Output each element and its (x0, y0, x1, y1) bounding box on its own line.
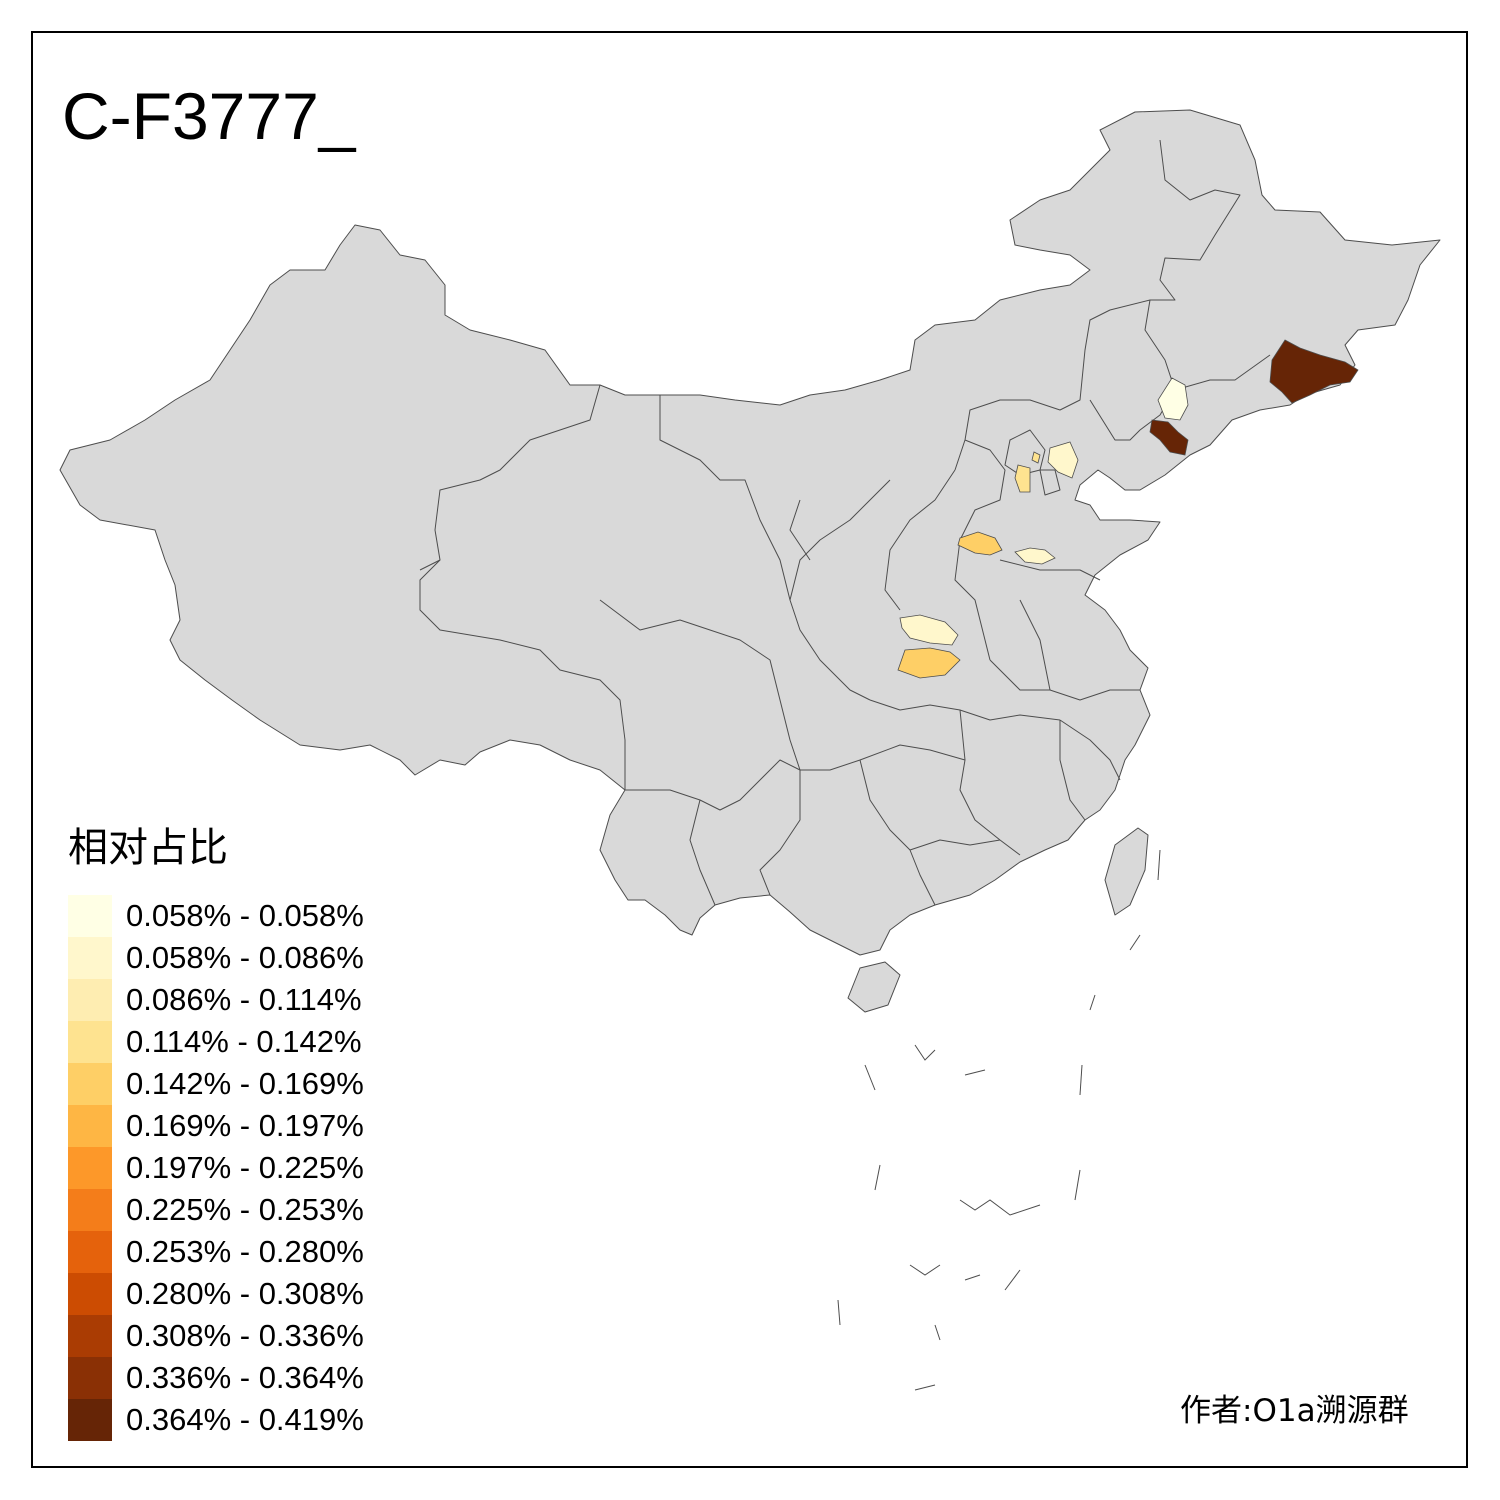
region-jinan (1014, 547, 1056, 565)
region-luoyang (899, 614, 959, 646)
legend-item: 0.197% - 0.225% (68, 1147, 364, 1189)
legend-label: 0.253% - 0.280% (126, 1234, 364, 1269)
legend-label: 0.114% - 0.142% (126, 1024, 362, 1059)
region-tangshan (1047, 441, 1079, 479)
legend-item: 0.225% - 0.253% (68, 1189, 364, 1231)
legend-swatch (68, 1021, 112, 1063)
legend-swatch (68, 895, 112, 937)
hainan (847, 961, 901, 1013)
region-beijing-dot (1031, 451, 1041, 464)
legend-swatch (68, 1273, 112, 1315)
legend-title: 相对占比 (68, 825, 228, 871)
legend-item: 0.058% - 0.086% (68, 937, 364, 979)
region-siping (1157, 377, 1189, 421)
legend-item: 0.169% - 0.197% (68, 1105, 364, 1147)
legend-item: 0.364% - 0.419% (68, 1399, 364, 1441)
country-outline (59, 109, 1441, 1013)
region-baoding (1014, 464, 1031, 493)
legend-rows: 0.058% - 0.058% 0.058% - 0.086% 0.086% - 0… (68, 895, 364, 1441)
legend-item: 0.114% - 0.142% (68, 1021, 364, 1063)
legend-item: 0.058% - 0.058% (68, 895, 364, 937)
legend-label: 0.086% - 0.114% (126, 982, 362, 1017)
legend-swatch (68, 1147, 112, 1189)
legend-swatch (68, 1189, 112, 1231)
legend-label: 0.142% - 0.169% (126, 1066, 364, 1101)
region-taiyuan (957, 531, 1003, 556)
province-borders (419, 139, 1271, 906)
legend-swatch (68, 1105, 112, 1147)
legend-label: 0.308% - 0.336% (126, 1318, 364, 1353)
author-credit: 作者:O1a溯源群 (1180, 1393, 1409, 1429)
legend-item: 0.280% - 0.308% (68, 1273, 364, 1315)
legend-item: 0.086% - 0.114% (68, 979, 364, 1021)
region-tonghua (1149, 419, 1189, 456)
legend-swatch (68, 1357, 112, 1399)
legend-label: 0.364% - 0.419% (126, 1402, 364, 1437)
legend-label: 0.280% - 0.308% (126, 1276, 364, 1311)
legend-label: 0.197% - 0.225% (126, 1150, 364, 1185)
map-frame (31, 31, 1468, 1468)
legend-swatch (68, 1231, 112, 1273)
legend-item: 0.308% - 0.336% (68, 1315, 364, 1357)
legend-swatch (68, 1399, 112, 1441)
legend-label: 0.225% - 0.253% (126, 1192, 364, 1227)
legend-label: 0.058% - 0.058% (126, 898, 364, 933)
legend-item: 0.336% - 0.364% (68, 1357, 364, 1399)
taiwan (1104, 827, 1149, 916)
legend-label: 0.336% - 0.364% (126, 1360, 364, 1395)
legend-label: 0.169% - 0.197% (126, 1108, 364, 1143)
legend-swatch (68, 979, 112, 1021)
mainland-china (59, 109, 1441, 956)
south-sea-islands (837, 849, 1161, 1391)
region-mudanjiang (1269, 339, 1359, 404)
highlighted-regions (897, 339, 1359, 679)
legend: 相对占比 0.058% - 0.058% 0.058% - 0.086% 0.086… (68, 815, 364, 1441)
legend-swatch (68, 1315, 112, 1357)
legend-swatch (68, 1063, 112, 1105)
legend-item: 0.253% - 0.280% (68, 1231, 364, 1273)
legend-swatch (68, 937, 112, 979)
legend-label: 0.058% - 0.086% (126, 940, 364, 975)
region-nanyang (897, 647, 961, 679)
map-title: C-F3777_ (62, 79, 356, 153)
legend-item: 0.142% - 0.169% (68, 1063, 364, 1105)
